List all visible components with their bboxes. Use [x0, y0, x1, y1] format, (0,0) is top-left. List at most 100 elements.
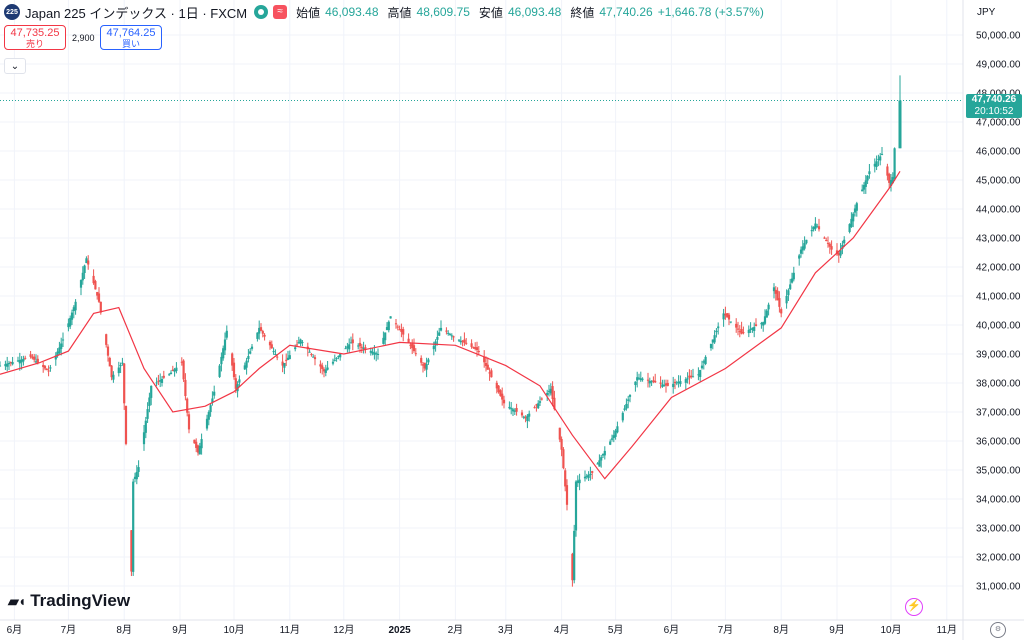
candle-body [427, 359, 430, 363]
candle-body [817, 226, 821, 230]
symbol-title[interactable]: Japan 225 インデックス · 1日 · FXCM [25, 5, 248, 21]
candle-body [767, 304, 770, 310]
candle-body [420, 357, 423, 363]
tradingview-logo[interactable]: ▰◖ TradingView [8, 591, 130, 611]
price-tick-label: 45,000.00 [976, 176, 1021, 187]
candle-body [222, 348, 225, 359]
candle-body [396, 326, 399, 328]
candle-body [54, 355, 57, 360]
candle-body [411, 343, 414, 349]
candle-body [16, 360, 20, 362]
candle-body [299, 339, 302, 344]
candle-body [724, 313, 727, 316]
candle-body [85, 258, 88, 264]
price-tick-label: 37,000.00 [976, 408, 1021, 419]
candle-body [268, 341, 272, 346]
chevron-down-icon[interactable]: ⌄ [4, 58, 26, 74]
time-tick-label: 5月 [608, 624, 624, 636]
candle-body [180, 361, 183, 363]
sell-button[interactable]: 47,735.25 売り [4, 25, 66, 50]
candle-body [648, 380, 651, 384]
candle-body [312, 356, 315, 358]
symbol-logo[interactable]: 225 [4, 4, 20, 20]
candle-body [295, 344, 299, 346]
price-tick-label: 44,000.00 [976, 205, 1021, 216]
price-tick-label: 36,000.00 [976, 437, 1021, 448]
candle-body [281, 361, 284, 366]
candle-body [585, 475, 588, 477]
price-tick-label: 35,000.00 [976, 466, 1021, 477]
candle-body [209, 405, 212, 413]
candle-body [814, 223, 817, 229]
candle-body [625, 403, 628, 409]
gear-icon[interactable]: ⚙ [990, 622, 1006, 638]
candle-body [250, 346, 254, 349]
candle-body [376, 354, 380, 355]
bolt-icon[interactable]: ⚡ [905, 598, 923, 616]
candle-body [654, 380, 657, 383]
candle-body [510, 408, 513, 410]
candle-body [474, 347, 477, 350]
candle-body [526, 415, 529, 421]
candle-body [751, 327, 754, 330]
candle-body [6, 363, 9, 367]
time-tick-label: 9月 [829, 624, 845, 636]
candle-body [502, 399, 506, 404]
candle-body [373, 352, 376, 355]
candle-body [677, 381, 680, 383]
candle-body [7, 363, 11, 365]
candle-body [132, 481, 135, 572]
candle-body [853, 208, 857, 213]
candle-body [636, 377, 639, 381]
candle-body [56, 351, 59, 356]
candle-body [472, 347, 475, 349]
candle-body [313, 357, 317, 360]
candle-body [423, 362, 426, 369]
candle-body [763, 316, 767, 324]
candle-body [830, 246, 833, 250]
candle-body [774, 289, 777, 294]
candle-body [537, 403, 540, 409]
candle-body [816, 226, 819, 228]
candle-body [94, 281, 97, 290]
candle-body [157, 380, 160, 382]
candle-body [398, 329, 401, 331]
candle-body [639, 378, 642, 381]
candle-body [394, 323, 398, 325]
wave-icon[interactable]: ≈ [273, 5, 288, 19]
candle-body [160, 378, 164, 383]
candle-body [726, 313, 729, 318]
candle-body [700, 365, 704, 369]
candle-body [522, 416, 525, 418]
candle-body [96, 292, 99, 296]
candle-body [524, 417, 527, 419]
candle-body [349, 342, 353, 344]
candle-body [627, 399, 630, 401]
candle-body [875, 161, 878, 167]
candle-body [679, 381, 682, 385]
candle-body [124, 405, 128, 444]
currency-selector[interactable]: JPY [977, 6, 996, 18]
price-tick-label: 46,000.00 [976, 147, 1021, 158]
candle-body [371, 351, 374, 354]
price-tick-label: 40,000.00 [976, 321, 1021, 332]
high-value: 48,609.75 [416, 5, 470, 19]
candle-body [272, 351, 275, 353]
candle-body [438, 332, 441, 336]
candle-body [839, 250, 842, 256]
candle-body [587, 474, 590, 478]
candle-body [558, 427, 561, 440]
candle-body [414, 353, 417, 355]
time-tick-label: 8月 [773, 624, 789, 636]
buy-button[interactable]: 47,764.25 買い [100, 25, 162, 50]
candle-body [258, 327, 261, 334]
candle-body [709, 343, 713, 349]
candle-body [162, 375, 165, 378]
candle-body [225, 330, 228, 338]
price-tick-label: 39,000.00 [976, 350, 1021, 361]
low-value: 46,093.48 [507, 5, 562, 19]
candle-body [565, 485, 569, 505]
market-open-icon[interactable] [254, 5, 269, 19]
candle-body [218, 365, 221, 377]
